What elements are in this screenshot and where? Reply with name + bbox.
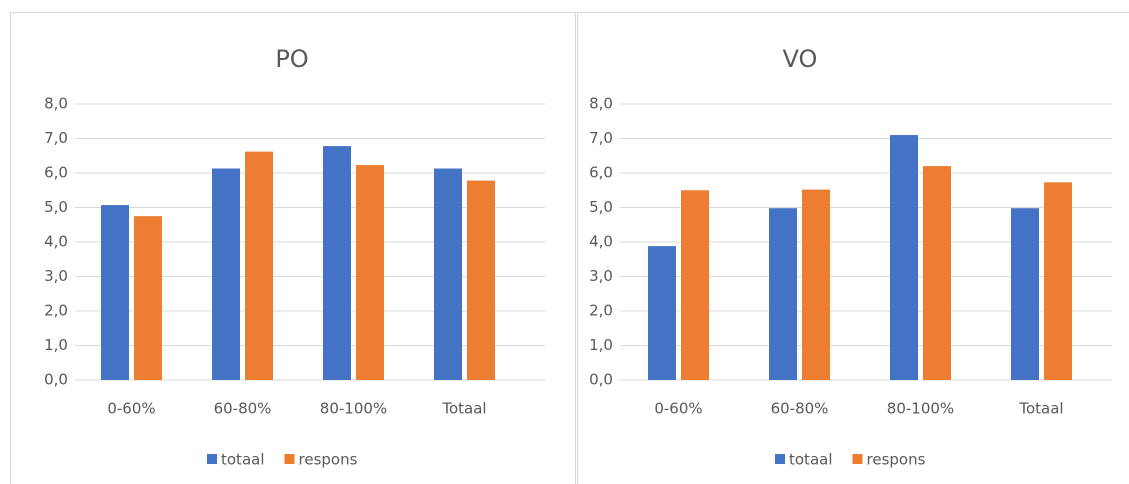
bar: [212, 168, 240, 380]
panel-border: [577, 12, 1129, 484]
y-tick-label: 3,0: [44, 267, 68, 285]
legend-label: respons: [867, 451, 926, 469]
legend-label: totaal: [221, 451, 265, 469]
y-tick-label: 1,0: [44, 336, 68, 354]
y-tick-label: 3,0: [589, 267, 613, 285]
y-tick-label: 6,0: [44, 164, 68, 182]
y-tick-label: 4,0: [44, 233, 68, 251]
bar: [923, 166, 951, 380]
bar: [802, 189, 830, 380]
legend-label: totaal: [789, 451, 833, 469]
legend-swatch: [284, 454, 295, 464]
x-tick-label: Totaal: [1018, 400, 1063, 418]
y-tick-label: 2,0: [44, 302, 68, 320]
y-tick-label: 5,0: [589, 198, 613, 216]
bar: [323, 146, 351, 380]
bar: [890, 135, 918, 380]
x-tick-label: 80-100%: [887, 400, 954, 418]
x-tick-label: 80-100%: [320, 400, 387, 418]
legend-label: respons: [299, 451, 358, 469]
y-tick-label: 0,0: [589, 371, 613, 389]
bar: [245, 151, 273, 380]
legend-swatch: [852, 454, 863, 464]
legend-swatch: [775, 454, 785, 464]
y-tick-label: 4,0: [589, 233, 613, 251]
bar: [356, 165, 384, 380]
bar: [134, 216, 162, 380]
x-tick-label: 0-60%: [107, 400, 155, 418]
bar: [769, 208, 797, 380]
bar: [1011, 208, 1039, 380]
panel-border: [10, 12, 576, 484]
bar: [101, 205, 129, 380]
chart-title: VO: [783, 45, 818, 73]
x-tick-label: 60-80%: [214, 400, 272, 418]
bar: [434, 168, 462, 380]
x-tick-label: Totaal: [441, 400, 486, 418]
x-tick-label: 0-60%: [654, 400, 702, 418]
y-tick-label: 1,0: [589, 336, 613, 354]
y-tick-label: 0,0: [44, 371, 68, 389]
bar: [681, 190, 709, 380]
y-tick-label: 7,0: [589, 129, 613, 147]
y-tick-label: 7,0: [44, 129, 68, 147]
bar: [467, 180, 495, 380]
y-tick-label: 5,0: [44, 198, 68, 216]
x-tick-label: 60-80%: [771, 400, 829, 418]
bar: [648, 246, 676, 380]
y-tick-label: 6,0: [589, 164, 613, 182]
y-tick-label: 2,0: [589, 302, 613, 320]
y-tick-label: 8,0: [44, 95, 68, 113]
y-tick-label: 8,0: [589, 95, 613, 113]
chart-title: PO: [275, 45, 308, 73]
bar: [1044, 182, 1072, 380]
legend-swatch: [207, 454, 217, 464]
